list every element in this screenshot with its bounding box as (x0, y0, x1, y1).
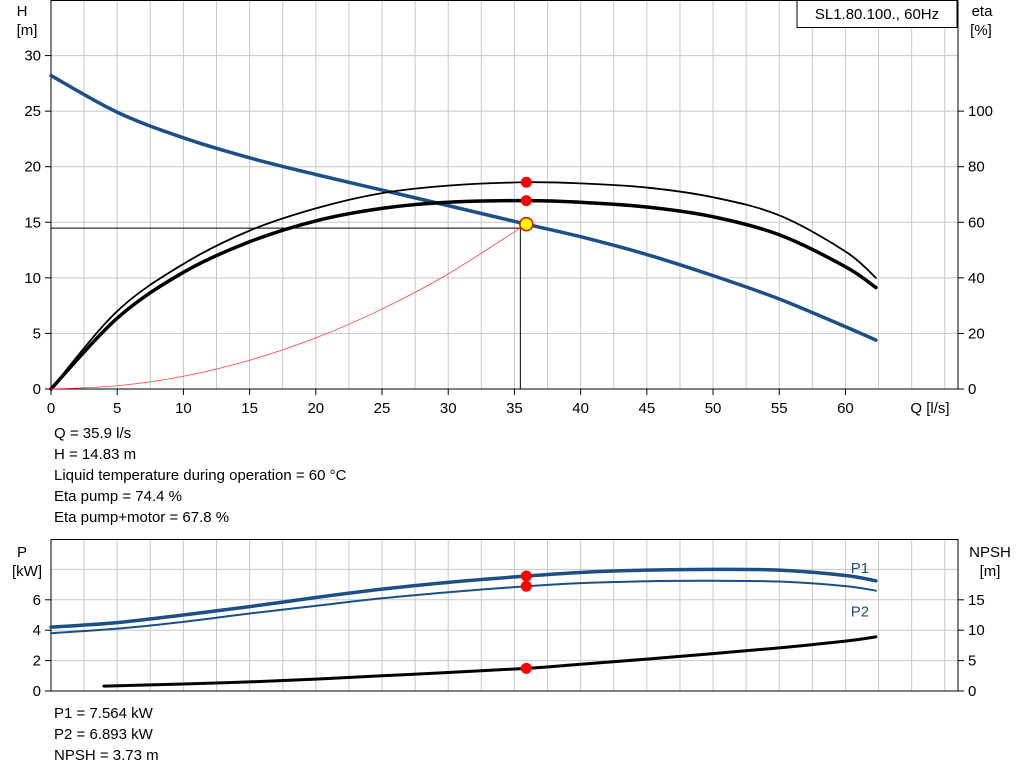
y-right-tick-label: 20 (968, 325, 985, 342)
y-left-unit: [m] (17, 22, 38, 39)
operating-point-marker (520, 176, 532, 188)
y-right-tick-label: 10 (968, 622, 985, 639)
y-right-unit: [%] (970, 22, 992, 39)
plot-frame (50, 0, 959, 390)
series-line-1-1 (49, 73, 878, 342)
x-axis-title: Q [l/s] (910, 400, 949, 417)
y-left-title: P (17, 544, 27, 561)
x-tick-label: 20 (307, 400, 324, 417)
legend-text: SL1.80.100., 60Hz (815, 6, 939, 23)
power-readout: P1 = 7.564 kW P2 = 6.893 kW NPSH = 3.73 … (54, 703, 159, 766)
y-left-tick-label: 25 (24, 103, 41, 120)
x-tick-label: 30 (440, 400, 457, 417)
y-left-tick-label: 5 (33, 325, 41, 342)
series-line-2-3 (102, 635, 878, 688)
y-right-unit: [m] (980, 563, 1001, 580)
series-line-p1 (49, 567, 878, 629)
series-line-1-4 (50, 223, 527, 390)
eta-pump-motor-readout: Eta pump+motor = 67.8 % (54, 509, 230, 526)
x-tick-label: 0 (47, 400, 55, 417)
x-tick-label: 50 (705, 400, 722, 417)
y-left-tick-label: 0 (33, 683, 41, 700)
y-right-tick-label: 0 (968, 381, 976, 398)
y-right-tick-label: 40 (968, 270, 985, 287)
temperature-readout: Liquid temperature during operation = 60… (54, 467, 347, 484)
series-line-1-3 (49, 198, 878, 391)
y-left-tick-label: 20 (24, 159, 41, 176)
eta-pump-readout: Eta pump = 74.4 % (54, 488, 182, 505)
duty-point-readout: Q = 35.9 l/s H = 14.83 m Liquid temperat… (54, 423, 346, 528)
p2-readout: P2 = 6.893 kW (54, 726, 153, 743)
plot-frame (50, 539, 959, 692)
operating-point-marker (520, 570, 532, 582)
x-tick-label: 5 (113, 400, 121, 417)
x-tick-label: 40 (572, 400, 589, 417)
npsh-readout: NPSH = 3.73 m (54, 747, 159, 764)
y-right-title: eta (972, 3, 994, 20)
x-tick-label: 10 (175, 400, 192, 417)
x-tick-label: 25 (374, 400, 391, 417)
y-left-tick-label: 15 (24, 214, 41, 231)
series-label-p2: P2 (851, 604, 869, 621)
flow-readout: Q = 35.9 l/s (54, 425, 132, 442)
y-left-tick-label: 0 (33, 381, 41, 398)
legend-box (796, 0, 958, 28)
y-right-tick-label: 60 (968, 214, 985, 231)
operating-point-marker (520, 580, 532, 592)
series-line-1-2 (50, 181, 877, 390)
y-left-tick-label: 4 (33, 622, 41, 639)
p1-readout: P1 = 7.564 kW (54, 705, 153, 722)
y-left-unit: [kW] (12, 563, 42, 580)
x-tick-label: 55 (771, 400, 788, 417)
y-left-title: H (17, 3, 28, 20)
y-right-tick-label: 15 (968, 592, 985, 609)
head-readout: H = 14.83 m (54, 446, 137, 463)
y-left-tick-label: 10 (24, 270, 41, 287)
series-line-p2 (50, 579, 877, 635)
y-left-tick-label: 30 (24, 48, 41, 65)
y-right-tick-label: 100 (968, 103, 993, 120)
y-right-tick-label: 0 (968, 683, 976, 700)
series-label-p1: P1 (851, 560, 869, 577)
duty-point-marker (519, 216, 534, 232)
y-right-tick-label: 5 (968, 653, 976, 670)
y-left-tick-label: 2 (33, 653, 41, 670)
y-right-title: NPSH (969, 544, 1011, 561)
chart-panel-1: 0 5 10 15 20 25 30 0 20 40 60 80 100 H [m] eta [%] 0 5 10 15… (17, 0, 994, 417)
operating-point-marker (520, 662, 532, 674)
x-tick-label: 45 (638, 400, 655, 417)
y-right-tick-label: 80 (968, 159, 985, 176)
x-tick-label: 15 (241, 400, 258, 417)
x-tick-label: 35 (506, 400, 523, 417)
chart-panel-2: 0 2 4 6 0 5 10 15 P [kW] NPSH [m] P1 P2 (12, 539, 1011, 700)
operating-point-marker (520, 195, 532, 207)
y-left-tick-label: 6 (33, 592, 41, 609)
x-tick-label: 60 (837, 400, 854, 417)
